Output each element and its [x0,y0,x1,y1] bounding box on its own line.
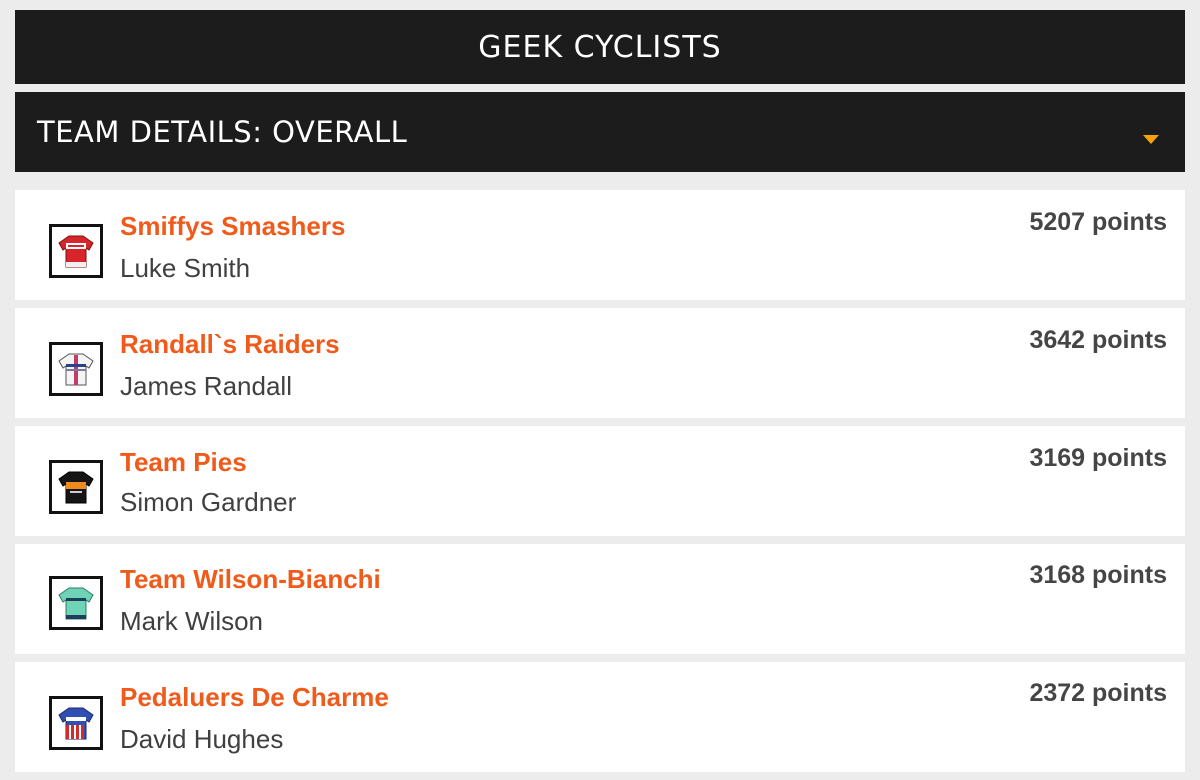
team-points: 5207 points [1029,208,1167,236]
team-row[interactable]: Randall`s Raiders James Randall 3642 poi… [15,308,1185,418]
app-title: GEEK CYCLISTS [478,29,722,65]
team-name[interactable]: Randall`s Raiders [120,329,340,359]
app-header: GEEK CYCLISTS [15,10,1185,84]
team-points: 3169 points [1029,444,1167,472]
stars-stripes-jersey-icon [49,696,103,750]
manager-name: Luke Smith [120,253,251,283]
team-row[interactable]: Team Wilson-Bianchi Mark Wilson 3168 poi… [15,544,1185,654]
manager-name: David Hughes [120,724,284,754]
section-title: TEAM DETAILS: OVERALL [37,115,408,149]
white-jersey-icon [49,342,103,396]
section-dropdown[interactable]: TEAM DETAILS: OVERALL [15,92,1185,172]
team-name[interactable]: Smiffys Smashers [120,211,346,241]
team-list: Smiffys Smashers Luke Smith 5207 points … [15,190,1185,780]
team-row[interactable]: Pedaluers De Charme David Hughes 2372 po… [15,662,1185,772]
manager-name: James Randall [120,371,292,401]
team-row[interactable]: Team Pies Simon Gardner 3169 points [15,426,1185,536]
caret-down-icon [1143,135,1159,144]
celeste-jersey-icon [49,576,103,630]
manager-name: Simon Gardner [120,487,297,517]
team-name[interactable]: Team Wilson-Bianchi [120,564,381,594]
manager-name: Mark Wilson [120,606,264,636]
black-orange-jersey-icon [49,460,103,514]
team-row[interactable]: Smiffys Smashers Luke Smith 5207 points [15,190,1185,300]
team-points: 3642 points [1029,326,1167,354]
team-points: 2372 points [1029,679,1167,707]
team-name[interactable]: Team Pies [120,447,247,477]
team-points: 3168 points [1029,561,1167,589]
red-jersey-icon [49,224,103,278]
team-name[interactable]: Pedaluers De Charme [120,682,389,712]
